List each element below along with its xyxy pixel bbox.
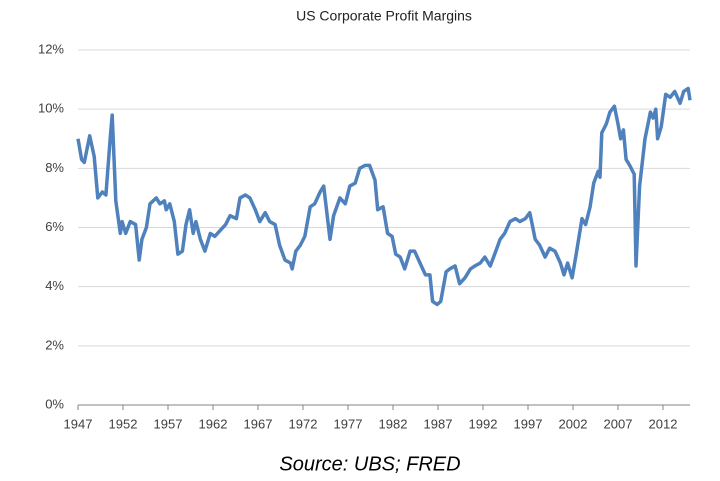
y-tick-label: 6% [45,219,64,234]
y-tick-label: 2% [45,337,64,352]
x-tick-label: 1992 [469,416,498,431]
y-tick-label: 4% [45,278,64,293]
x-tick-label: 1947 [64,416,93,431]
x-tick-label: 1977 [334,416,363,431]
x-tick-label: 1962 [199,416,228,431]
x-tick-label: 2012 [649,416,678,431]
x-tick-label: 1982 [379,416,408,431]
y-tick-label: 10% [38,101,64,116]
y-tick-label: 0% [45,396,64,411]
chart-title: US Corporate Profit Margins [296,8,472,24]
y-tick-label: 8% [45,160,64,175]
x-tick-label: 2002 [559,416,588,431]
data-line [76,86,692,307]
x-tick-label: 1957 [154,416,183,431]
x-tick-label: 1972 [289,416,318,431]
x-tick-label: 2007 [604,416,633,431]
source-note: Source: UBS; FRED [279,453,460,475]
x-tick-label: 1997 [514,416,543,431]
x-tick-label: 1967 [244,416,273,431]
y-tick-label: 12% [38,41,64,56]
x-tick-label: 1952 [109,416,138,431]
x-tick-label: 1987 [424,416,453,431]
